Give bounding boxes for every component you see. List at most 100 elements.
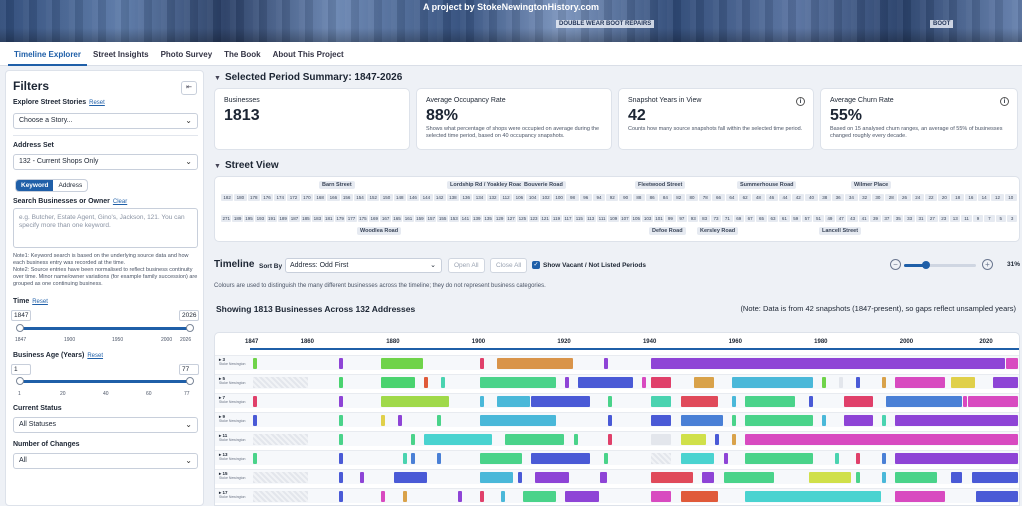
business-segment[interactable] xyxy=(693,377,715,388)
address-number[interactable]: 180 xyxy=(234,194,247,201)
business-segment[interactable] xyxy=(680,434,706,445)
age-min-input[interactable]: 1 xyxy=(11,364,31,375)
business-segment[interactable] xyxy=(745,396,796,407)
info-icon[interactable]: i xyxy=(796,97,805,106)
address-number[interactable]: 119 xyxy=(551,215,562,222)
address-number[interactable]: 26 xyxy=(898,194,911,201)
business-segment[interactable] xyxy=(715,434,720,445)
business-segment[interactable] xyxy=(599,472,608,483)
address-number[interactable]: 94 xyxy=(592,194,606,201)
address-number[interactable]: 132 xyxy=(486,194,499,201)
business-segment[interactable] xyxy=(496,358,573,369)
address-number[interactable]: 167 xyxy=(380,215,391,222)
address-number[interactable]: 153 xyxy=(448,215,460,222)
tab-about-this-project[interactable]: About This Project xyxy=(272,50,344,59)
address-number[interactable]: 177 xyxy=(346,215,357,222)
address-number[interactable]: 20 xyxy=(938,194,951,201)
timeline-row[interactable]: ▸ 5 Stoke Newington xyxy=(215,374,1019,389)
address-number[interactable]: 191 xyxy=(266,215,277,222)
time-slider-min-handle[interactable] xyxy=(16,324,24,332)
business-segment[interactable] xyxy=(650,358,1006,369)
business-segment[interactable] xyxy=(894,453,1018,464)
address-number[interactable]: 165 xyxy=(391,215,403,222)
business-segment[interactable] xyxy=(723,472,775,483)
business-segment[interactable] xyxy=(381,358,424,369)
business-segment[interactable] xyxy=(608,415,613,426)
business-segment[interactable] xyxy=(518,472,523,483)
age-max-input[interactable]: 77 xyxy=(179,364,199,375)
address-number[interactable]: 182 xyxy=(221,194,234,201)
address-number[interactable]: 101 xyxy=(653,215,665,222)
business-segment[interactable] xyxy=(963,396,968,407)
business-segment[interactable] xyxy=(950,377,976,388)
address-number[interactable]: 80 xyxy=(685,194,699,201)
business-segment[interactable] xyxy=(424,434,492,445)
business-segment[interactable] xyxy=(745,491,882,502)
address-number[interactable]: 9 xyxy=(972,215,984,222)
address-number[interactable]: 125 xyxy=(517,215,528,222)
tab-photo-survey[interactable]: Photo Survey xyxy=(160,50,213,59)
address-number[interactable]: 112 xyxy=(499,194,513,201)
business-segment[interactable] xyxy=(496,396,531,407)
summary-section-header[interactable]: ▼ Selected Period Summary: 1847-2026 xyxy=(214,72,403,83)
business-segment[interactable] xyxy=(479,396,484,407)
business-segment[interactable] xyxy=(894,491,946,502)
address-number[interactable]: 90 xyxy=(619,194,632,201)
address-number[interactable]: 92 xyxy=(606,194,619,201)
business-segment[interactable] xyxy=(338,472,343,483)
business-segment[interactable] xyxy=(402,491,407,502)
address-number[interactable]: 57 xyxy=(801,215,813,222)
address-number[interactable]: 144 xyxy=(420,194,433,201)
address-number[interactable]: 22 xyxy=(924,194,938,201)
business-segment[interactable] xyxy=(424,377,429,388)
business-segment[interactable] xyxy=(411,453,416,464)
address-number[interactable]: 66 xyxy=(712,194,725,201)
address-number[interactable]: 150 xyxy=(380,194,393,201)
business-segment[interactable] xyxy=(479,358,484,369)
business-segment[interactable] xyxy=(479,377,556,388)
address-number[interactable]: 183 xyxy=(312,215,323,222)
business-segment[interactable] xyxy=(702,472,715,483)
address-number[interactable]: 159 xyxy=(414,215,426,222)
address-number[interactable]: 161 xyxy=(403,215,414,222)
business-segment[interactable] xyxy=(338,491,343,502)
address-number[interactable]: 34 xyxy=(845,194,858,201)
business-segment[interactable] xyxy=(565,491,599,502)
number-of-changes-select[interactable]: All ⌄ xyxy=(13,453,198,469)
address-number[interactable]: 107 xyxy=(619,215,631,222)
business-segment[interactable] xyxy=(745,453,813,464)
business-segment[interactable] xyxy=(834,453,839,464)
time-min-input[interactable]: 1847 xyxy=(11,310,31,321)
business-segment[interactable] xyxy=(650,472,693,483)
zoom-in-icon[interactable]: + xyxy=(982,259,993,270)
business-segment[interactable] xyxy=(479,472,514,483)
business-segment[interactable] xyxy=(967,396,1018,407)
address-number[interactable]: 43 xyxy=(847,215,858,222)
address-number[interactable]: 115 xyxy=(574,215,585,222)
address-number[interactable]: 97 xyxy=(676,215,688,222)
business-segment[interactable] xyxy=(642,377,647,388)
business-segment[interactable] xyxy=(338,434,343,445)
address-number[interactable]: 41 xyxy=(858,215,870,222)
business-segment[interactable] xyxy=(809,396,814,407)
address-number[interactable]: 39 xyxy=(870,215,881,222)
business-segment[interactable] xyxy=(573,434,578,445)
info-icon[interactable]: i xyxy=(1000,97,1009,106)
business-segment[interactable] xyxy=(359,472,364,483)
business-segment[interactable] xyxy=(441,377,446,388)
business-segment[interactable] xyxy=(535,472,569,483)
business-segment[interactable] xyxy=(253,415,257,426)
business-segment[interactable] xyxy=(732,377,813,388)
address-number[interactable]: 156 xyxy=(340,194,353,201)
business-segment[interactable] xyxy=(723,453,728,464)
address-number[interactable]: 117 xyxy=(562,215,574,222)
vacant-period[interactable] xyxy=(650,453,672,464)
project-credit[interactable]: A project by StokeNewingtonHistory.com xyxy=(422,2,600,12)
zoom-slider-handle[interactable] xyxy=(922,261,930,269)
address-number[interactable]: 47 xyxy=(836,215,847,222)
business-segment[interactable] xyxy=(650,491,672,502)
address-number[interactable]: 62 xyxy=(738,194,752,201)
address-number[interactable]: 148 xyxy=(393,194,406,201)
vacant-period[interactable] xyxy=(253,377,308,388)
address-number[interactable]: 141 xyxy=(460,215,471,222)
